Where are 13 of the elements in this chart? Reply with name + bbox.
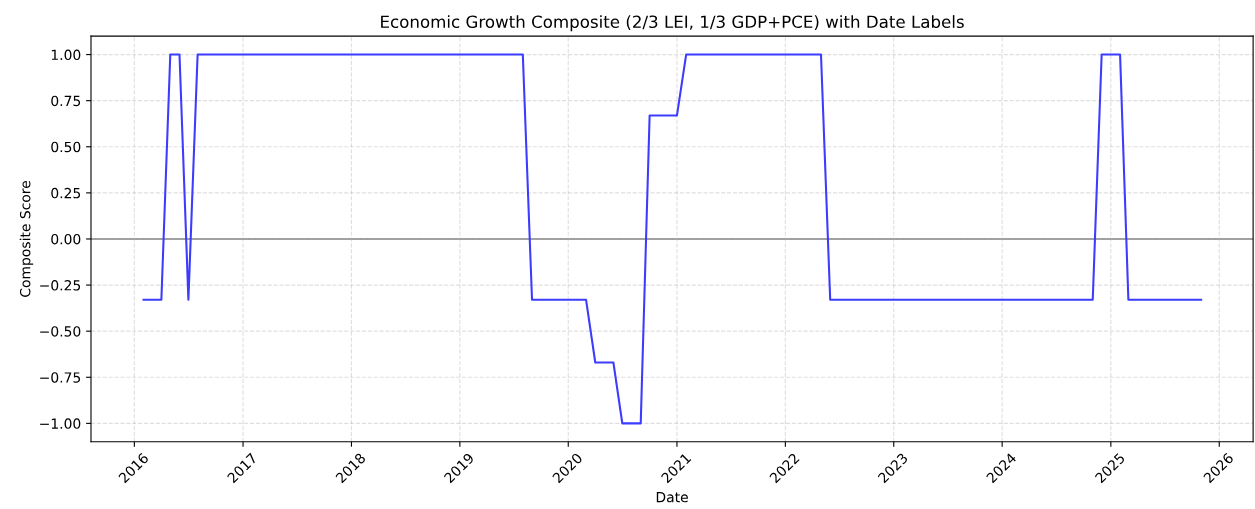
y-tick-label: 0.50 (51, 141, 81, 153)
y-tick-label: 0.25 (51, 187, 81, 199)
chart-title: Economic Growth Composite (2/3 LEI, 1/3 GDP+PCE) with Date Labels (381, 15, 964, 32)
y-tick-label: 0.00 (51, 233, 81, 245)
y-tick-label: −0.75 (40, 372, 81, 383)
y-tick-label: −1.00 (40, 418, 81, 429)
y-tick-label: 0.75 (51, 95, 81, 107)
line-series (142, 53, 1203, 425)
y-tick-label: 1.00 (51, 49, 81, 61)
y-tick-label: −0.50 (40, 326, 81, 337)
y-axis-title: Composite Score (19, 181, 34, 297)
y-tick-label: −0.25 (40, 280, 81, 291)
x-axis-title: Date (656, 492, 688, 503)
